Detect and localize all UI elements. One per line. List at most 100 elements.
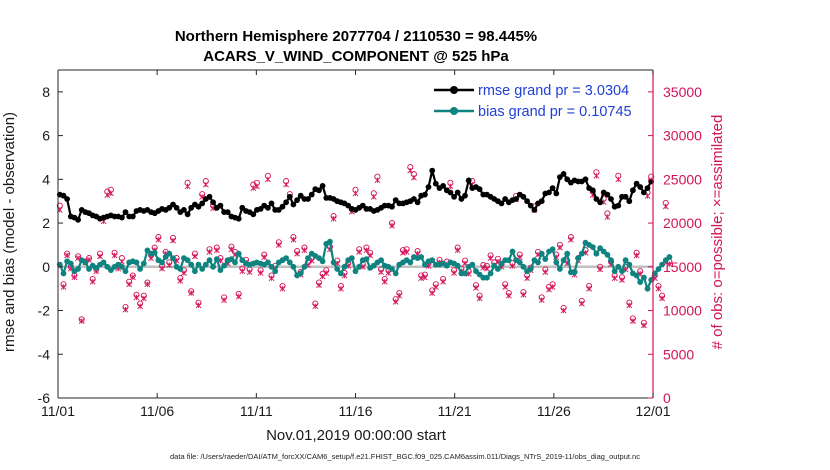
bias-point xyxy=(221,262,228,269)
rmse-point xyxy=(184,211,191,218)
rmse-point xyxy=(527,202,534,209)
obs-assimilated-point xyxy=(604,214,611,220)
obs-assimilated-point xyxy=(440,278,447,285)
bias-point xyxy=(487,270,494,277)
bias-point xyxy=(202,261,209,268)
rmse-point xyxy=(294,197,300,204)
rmse-point xyxy=(560,171,567,177)
y2-tick-label: 35000 xyxy=(663,84,702,100)
bias-point xyxy=(206,257,213,264)
obs-assimilated-point xyxy=(538,297,545,303)
rmse-point xyxy=(553,190,560,197)
bias-point xyxy=(578,250,585,257)
rmse-point xyxy=(520,193,527,200)
bias-point xyxy=(389,266,395,272)
bias-point xyxy=(469,261,476,268)
plot-area xyxy=(58,70,653,398)
obs-assimilated-point xyxy=(483,265,490,272)
y2-tick-label: 5000 xyxy=(663,346,694,362)
rmse-point xyxy=(75,216,81,223)
obs-assimilated-point xyxy=(546,286,552,293)
obs-assimilated-point xyxy=(549,283,556,290)
obs-assimilated-point xyxy=(235,293,242,300)
rmse-point xyxy=(308,191,315,198)
bias-point xyxy=(604,251,611,258)
y-axis-label: rmse and bias (model - observation) xyxy=(1,112,18,352)
y-tick-label: 2 xyxy=(42,215,50,231)
obs-assimilated-point xyxy=(188,290,195,296)
bias-point xyxy=(334,266,341,272)
obs-assimilated-point xyxy=(578,300,585,307)
bias-point xyxy=(378,257,384,264)
rmse-point xyxy=(593,196,600,202)
x-tick-label: 11/01 xyxy=(41,403,75,419)
bias-point xyxy=(538,250,545,257)
legend-rmse-marker xyxy=(450,86,458,94)
bias-point xyxy=(462,270,468,277)
obs-assimilated-point xyxy=(505,292,512,299)
footnote: data file: /Users/raeder/DAI/ATM_forcXX/… xyxy=(170,452,640,461)
obs-assimilated-point xyxy=(122,306,129,313)
bias-point xyxy=(418,254,425,260)
obs-assimilated-point xyxy=(129,274,136,281)
bias-point xyxy=(666,254,673,260)
obs-assimilated-point xyxy=(316,282,322,289)
x-axis: 11/01 11/06 11/11 11/16 11/21 11/26 12/01 xyxy=(41,70,671,419)
obs-assimilated-point xyxy=(195,302,202,309)
bias-point xyxy=(184,257,191,264)
bias-point xyxy=(549,246,556,253)
bias-point xyxy=(159,259,165,266)
bias-point xyxy=(290,263,297,270)
bias-point xyxy=(301,263,308,270)
obs-assimilated-point xyxy=(301,247,308,254)
bias-point xyxy=(166,250,173,257)
rmse-point xyxy=(305,196,311,202)
plot-background xyxy=(58,70,653,398)
bias-point xyxy=(608,257,614,264)
bias-point xyxy=(122,268,129,275)
obs-assimilated-point xyxy=(294,250,301,257)
rmse-point xyxy=(195,203,202,210)
x-tick-label: 11/21 xyxy=(438,403,472,419)
obs-assimilated-point xyxy=(206,249,213,255)
bias-point xyxy=(560,257,567,264)
rmse-point xyxy=(297,192,304,199)
rmse-point xyxy=(188,204,195,211)
obs-assimilated-point xyxy=(473,284,479,291)
rmse-point xyxy=(597,199,603,206)
rmse-point xyxy=(425,184,432,190)
obs-assimilated-point xyxy=(619,277,625,283)
obs-assimilated-point xyxy=(396,292,403,299)
bias-point xyxy=(283,255,289,261)
rmse-point xyxy=(210,199,217,206)
x-tick-label: 11/16 xyxy=(339,403,373,419)
obs-assimilated-point xyxy=(275,242,282,248)
y-tick-label: -6 xyxy=(38,390,51,406)
bias-point xyxy=(644,285,651,292)
obs-assimilated-point xyxy=(64,252,71,259)
bias-point xyxy=(341,263,348,270)
bias-point xyxy=(268,263,275,270)
rmse-point xyxy=(217,202,224,209)
obs-assimilated-point xyxy=(655,285,662,292)
y2-tick-label: 10000 xyxy=(663,303,702,319)
obs-assimilated-point xyxy=(454,247,461,254)
obs-assimilated-point xyxy=(254,183,260,190)
rmse-point xyxy=(451,193,457,200)
bias-point xyxy=(392,270,399,277)
obs-assimilated-point xyxy=(191,253,198,260)
chart-subtitle: ACARS_V_WIND_COMPONENT @ 525 hPa xyxy=(203,48,509,65)
obs-assimilated-point xyxy=(261,254,268,261)
obs-assimilated-point xyxy=(78,318,85,324)
obs-assimilated-point xyxy=(140,295,147,302)
rmse-point xyxy=(283,199,289,206)
bias-point xyxy=(213,256,220,262)
obs-assimilated-point xyxy=(257,270,264,276)
bias-point xyxy=(327,238,333,245)
rmse-point xyxy=(432,180,439,187)
obs-assimilated-point xyxy=(524,275,530,282)
x-tick-label: 11/26 xyxy=(537,403,571,419)
bias-point xyxy=(319,258,326,265)
bias-point xyxy=(619,268,625,275)
bias-point xyxy=(622,257,629,264)
